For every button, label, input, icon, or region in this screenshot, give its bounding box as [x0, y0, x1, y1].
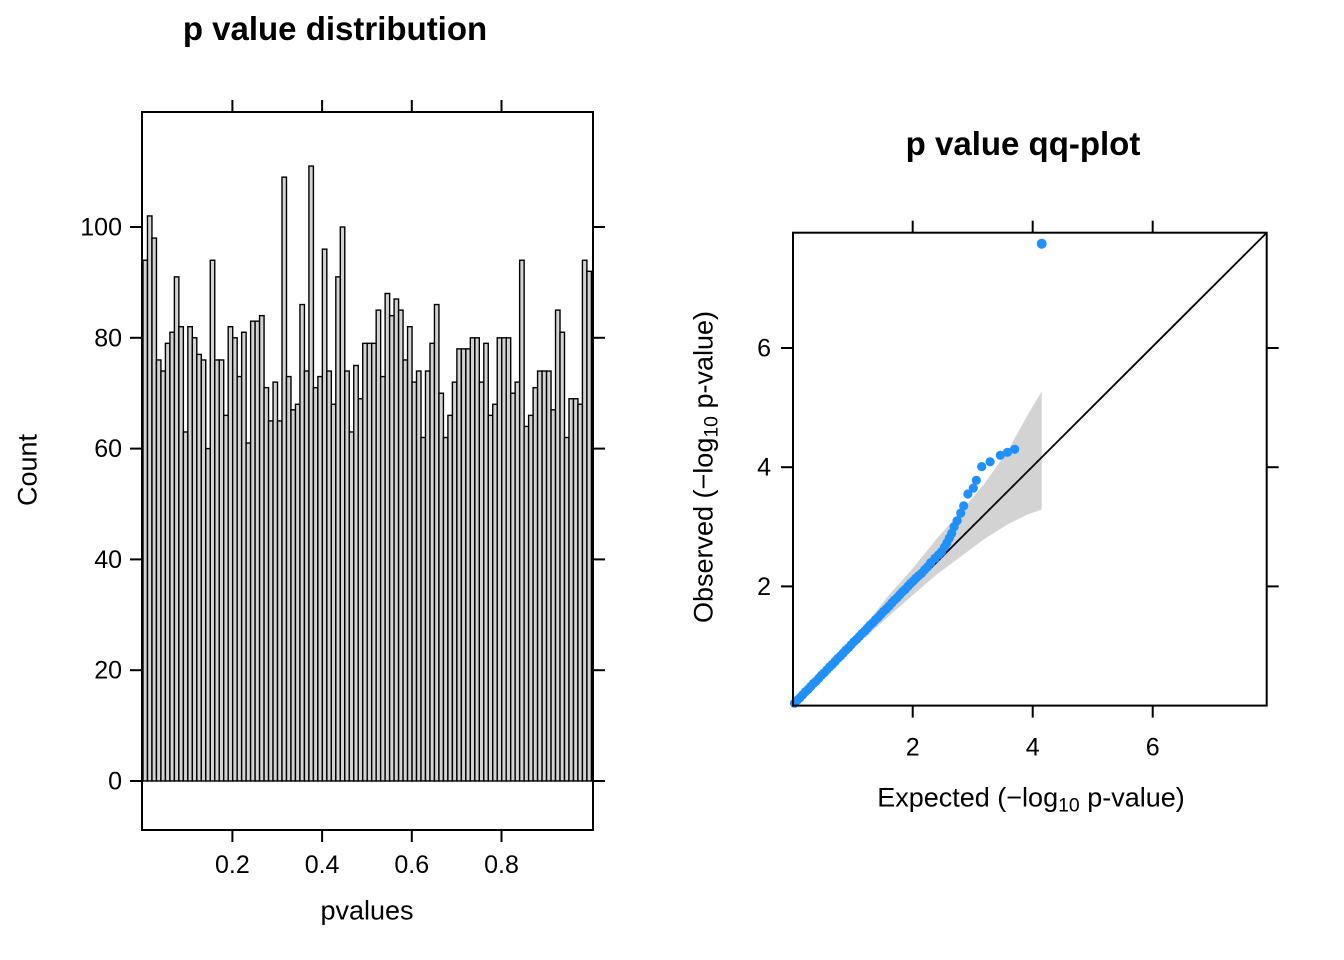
qq-point: [977, 462, 987, 472]
qq-point: [959, 501, 969, 511]
histogram-x-tick-label: 0.8: [484, 851, 519, 879]
qq-point: [1002, 447, 1013, 457]
histogram-y-tick-label: 20: [94, 657, 122, 685]
qq-y-label-suffix: p-value): [688, 310, 719, 417]
qq-outlier-point: [1036, 238, 1047, 249]
qq-x-label-suffix: p-value): [1079, 782, 1185, 813]
histogram-bars: [142, 165, 593, 782]
qq-x-tick-label: 4: [1026, 734, 1040, 762]
qq-axis-ticks: [781, 220, 1279, 718]
histogram-y-tick-label: 60: [94, 435, 122, 463]
qq-x-tick-label: 2: [906, 734, 920, 762]
qq-point: [995, 450, 1005, 460]
histogram-x-tick-label: 0.6: [394, 851, 429, 879]
qq-y-tick-label: 6: [757, 335, 771, 363]
qq-point: [952, 516, 962, 526]
histogram-tick-labels: 0 20 40 60 80 100 0.2 0.4 0.6 0.8: [80, 214, 519, 880]
histogram-y-axis-label: Count: [12, 433, 43, 507]
qq-x-label-prefix: Expected (−log: [877, 782, 1059, 813]
qq-box: [792, 231, 1268, 707]
qq-y-tick-label: 4: [757, 454, 771, 482]
qq-point: [985, 457, 995, 467]
qq-y-label-subscript: 10: [700, 416, 723, 438]
qq-point: [968, 483, 978, 493]
qq-title: p value qq-plot: [905, 125, 1141, 162]
qq-y-tick-label: 2: [757, 573, 771, 601]
qq-border: [792, 231, 1268, 707]
histogram-box: [141, 111, 594, 831]
histogram-x-tick-label: 0.4: [305, 851, 340, 879]
qq-confidence-band: [864, 391, 1042, 639]
histogram-y-tick-label: 0: [108, 768, 122, 796]
qq-x-tick-label: 6: [1146, 734, 1160, 762]
qq-band-polygon: [864, 391, 1042, 639]
qq-y-label-prefix: Observed (−log: [688, 437, 719, 624]
qq-point: [956, 508, 966, 518]
histogram-y-tick-label: 80: [94, 324, 122, 352]
histogram-y-tick-label: 100: [80, 214, 122, 242]
qq-x-label-subscript: 10: [1058, 794, 1080, 817]
histogram-y-tick-label: 40: [94, 546, 122, 574]
histogram-x-axis-label: pvalues: [320, 895, 414, 926]
histogram-x-tick-label: 0.2: [215, 851, 250, 879]
qq-point: [1010, 444, 1020, 454]
histogram-title: p value distribution: [182, 10, 488, 47]
histogram-axis-ticks: [130, 100, 605, 842]
qq-x-axis-label: Expected (−log10 p-value): [877, 782, 1185, 817]
qq-tick-labels: 2 4 6 2 4 6: [757, 335, 1160, 762]
qq-point: [971, 475, 981, 485]
qq-y-axis-label: Observed (−log10 p-value): [688, 311, 723, 623]
qq-point: [963, 489, 973, 499]
histogram-bar: [586, 270, 593, 782]
